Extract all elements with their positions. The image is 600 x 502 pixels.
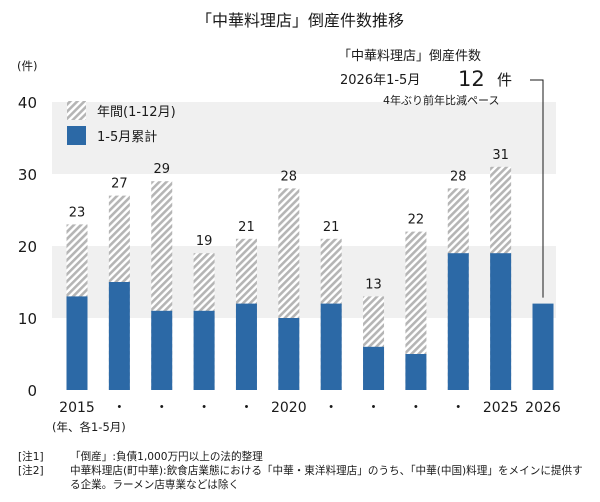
bar-ytd [532, 303, 554, 390]
chart-title: 「中華料理店」倒産件数推移 [196, 11, 404, 30]
annotation-note: 4年ぶり前年比減ペース [383, 93, 499, 107]
background-band [52, 102, 556, 174]
background-bands [52, 102, 556, 390]
annotation: 「中華料理店」倒産件数 2026年1-5月 12 件 4年ぶり前年比減ペース [338, 48, 544, 298]
x-tick-label: ・ [409, 400, 423, 416]
y-tick-label: 20 [18, 238, 37, 256]
x-tick-label: ・ [155, 400, 169, 416]
footnote-text: 「倒産」:負債1,000万円以上の法的整理 [70, 451, 263, 463]
x-tick-label: ・ [239, 400, 253, 416]
legend: 年間(1-12月) 1-5月累計 [67, 101, 176, 145]
bar-annual-label: 21 [238, 220, 255, 235]
legend-label-annual: 年間(1-12月) [97, 105, 176, 120]
y-tick-label: 30 [18, 166, 37, 184]
bar-annual [405, 231, 427, 390]
bar-ytd [278, 318, 300, 390]
footnote-1: [注1] 「倒産」:負債1,000万円以上の法的整理 [18, 450, 593, 464]
x-tick-label: 2020 [271, 400, 307, 416]
footnote-tag: [注1] [18, 451, 44, 463]
bar-ytd [108, 282, 130, 390]
annotation-heading: 「中華料理店」倒産件数 [338, 48, 481, 64]
bar-ytd [66, 296, 88, 390]
bar-annual-label: 21 [323, 220, 340, 235]
bar-annual-label: 28 [281, 169, 298, 184]
x-axis-caption: (年、各1-5月) [52, 420, 126, 434]
y-axis-ticks: 0 10 20 30 40 [18, 94, 37, 400]
x-tick-label: ・ [367, 400, 381, 416]
annotation-unit: 件 [497, 71, 512, 89]
footnotes: [注1] 「倒産」:負債1,000万円以上の法的整理 [注2] 中華料理店(町中… [18, 450, 593, 492]
footnote-tag: [注2] [18, 465, 44, 477]
background-band [52, 246, 556, 318]
bar-ytd [235, 303, 257, 390]
y-axis-label: (件) [17, 59, 37, 73]
legend-label-ytd: 1-5月累計 [97, 129, 157, 145]
bar-ytd [405, 354, 427, 390]
annotation-value: 12 [458, 67, 485, 91]
y-tick-label: 40 [18, 94, 37, 112]
x-tick-label: ・ [197, 400, 211, 416]
x-tick-label: 2026 [525, 400, 561, 416]
y-tick-label: 10 [18, 310, 37, 328]
x-tick-label: 2025 [483, 400, 519, 416]
x-tick-label: ・ [112, 400, 126, 416]
bar-ytd [447, 253, 469, 390]
x-tick-label: ・ [451, 400, 465, 416]
bankruptcy-chart: 23 27 29 19 21 28 21 13 22 28 31 0 10 20 30 40 2015 ・ ・ ・… [17, 11, 561, 434]
bar-annual-label: 29 [153, 162, 170, 177]
bar-annual-label: 31 [492, 148, 509, 163]
annotation-callout-line [530, 79, 544, 298]
x-axis-ticks: 2015 ・ ・ ・ ・ 2020 ・ ・ ・ ・ 2025 2026 [59, 400, 561, 416]
bar-ytd [193, 310, 215, 390]
bar-ytd [490, 253, 512, 390]
bar-ytd [363, 346, 385, 390]
x-tick-label: ・ [324, 400, 338, 416]
bar-annual-label: 19 [196, 234, 213, 249]
bar-annual-label: 28 [450, 169, 467, 184]
background-band [52, 174, 556, 246]
y-tick-label: 0 [27, 382, 37, 400]
legend-swatch-annual [67, 101, 86, 120]
ytd-bars [66, 253, 554, 390]
bar-annual-label: 13 [365, 277, 382, 292]
bar-value-labels: 23 27 29 19 21 28 21 13 22 28 31 [69, 148, 509, 293]
bar-ytd [320, 303, 342, 390]
bar-ytd [151, 310, 173, 390]
footnote-2: [注2] 中華料理店(町中華):飲食店業態における「中華・東洋料理店」のうち、「… [18, 464, 593, 492]
x-tick-label: 2015 [59, 400, 95, 416]
bar-annual-label: 23 [69, 205, 86, 220]
bar-annual-label: 22 [408, 213, 425, 228]
background-band [52, 318, 556, 390]
legend-swatch-ytd [67, 126, 86, 145]
annotation-period: 2026年1-5月 [340, 73, 420, 88]
bar-annual-label: 27 [111, 177, 128, 192]
footnote-text: 中華料理店(町中華):飲食店業態における「中華・東洋料理店」のうち、「中華(中国… [70, 465, 583, 491]
